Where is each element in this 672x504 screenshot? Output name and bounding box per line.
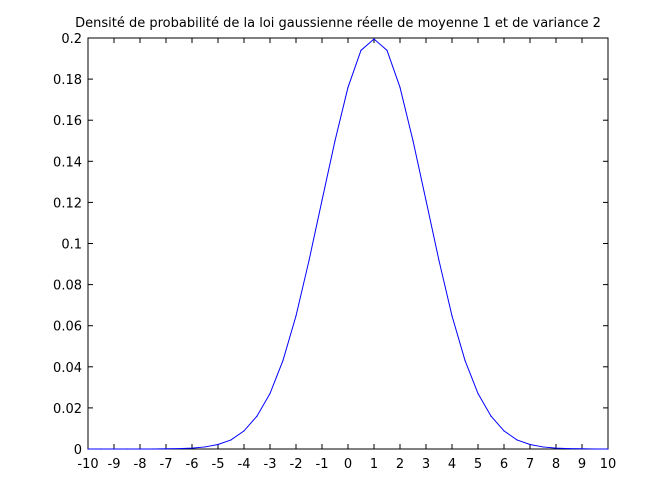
data-point <box>269 392 271 395</box>
y-tick-label: 0.16 <box>53 114 82 129</box>
y-tick-label: 0.04 <box>53 361 82 376</box>
y-tick-label: 0.08 <box>53 279 82 294</box>
data-point <box>373 38 375 40</box>
data-point <box>87 448 89 450</box>
data-point <box>217 443 219 446</box>
data-point <box>178 447 180 450</box>
axes-box <box>87 37 609 450</box>
data-point <box>594 448 596 450</box>
data-point <box>139 448 141 450</box>
data-point <box>425 199 427 201</box>
data-point <box>490 415 492 417</box>
y-tick-label: 0.18 <box>53 73 82 88</box>
x-tick-label: -10 <box>77 457 98 472</box>
x-tick-label: -7 <box>160 457 173 472</box>
data-point <box>607 448 609 450</box>
x-tick-label: 2 <box>396 457 404 472</box>
data-point <box>516 439 518 441</box>
data-point <box>100 448 102 450</box>
data-point <box>529 443 531 446</box>
x-tick-label: 8 <box>552 457 560 472</box>
x-tick-label: 3 <box>422 457 430 472</box>
x-tick-label: 9 <box>578 457 586 472</box>
data-point <box>230 439 232 441</box>
data-point <box>399 86 401 88</box>
data-point <box>568 447 570 450</box>
x-tick-label: 10 <box>600 457 617 472</box>
x-tick-label: -9 <box>108 457 121 472</box>
data-point <box>438 259 440 262</box>
data-point <box>152 448 154 450</box>
data-point <box>113 448 115 450</box>
data-point <box>243 430 245 432</box>
x-tick-label: 0 <box>344 457 352 472</box>
data-point <box>503 430 505 432</box>
data-point <box>191 447 193 449</box>
data-point <box>334 140 336 142</box>
x-tick-label: 6 <box>500 457 508 472</box>
y-tick-label: 0 <box>74 443 82 458</box>
data-point <box>126 448 128 450</box>
data-point <box>282 359 284 362</box>
x-tick-label: 7 <box>526 457 534 472</box>
x-tick-label: -3 <box>264 457 277 472</box>
data-point <box>321 199 323 201</box>
data-point <box>295 315 297 317</box>
data-point <box>477 392 479 395</box>
data-point <box>555 447 557 449</box>
y-tick-label: 0.1 <box>61 238 82 253</box>
x-tick-label: 4 <box>448 457 456 472</box>
data-point <box>165 448 167 450</box>
plot-area: -10 -9 -8 -7 -6 -5 -4 -3 -2 -1 0 1 2 3 4 5 6 7 8 9 1000.020.… <box>53 32 616 472</box>
x-tick-label: -1 <box>316 457 329 472</box>
y-tick-label: 0.14 <box>53 155 82 170</box>
data-point <box>412 140 414 142</box>
y-tick-label: 0.02 <box>53 402 82 417</box>
data-point <box>347 86 349 88</box>
data-point <box>464 359 466 362</box>
data-point <box>204 446 206 448</box>
data-point <box>308 259 310 262</box>
x-tick-label: -2 <box>290 457 303 472</box>
x-tick-label: -4 <box>238 457 251 472</box>
x-tick-label: -5 <box>212 457 225 472</box>
data-point <box>542 446 544 448</box>
x-tick-label: -8 <box>134 457 147 472</box>
x-tick-label: 1 <box>370 457 378 472</box>
data-point <box>581 448 583 450</box>
data-point <box>256 415 258 417</box>
y-tick-label: 0.2 <box>61 32 82 47</box>
x-tick-label: -6 <box>186 457 199 472</box>
data-point <box>386 49 388 51</box>
y-tick-label: 0.06 <box>53 320 82 335</box>
data-point <box>451 315 453 317</box>
y-tick-label: 0.12 <box>53 196 82 211</box>
data-point <box>360 49 362 51</box>
chart-title: Densité de probabilité de la loi gaussie… <box>75 16 601 31</box>
x-tick-label: 5 <box>474 457 482 472</box>
